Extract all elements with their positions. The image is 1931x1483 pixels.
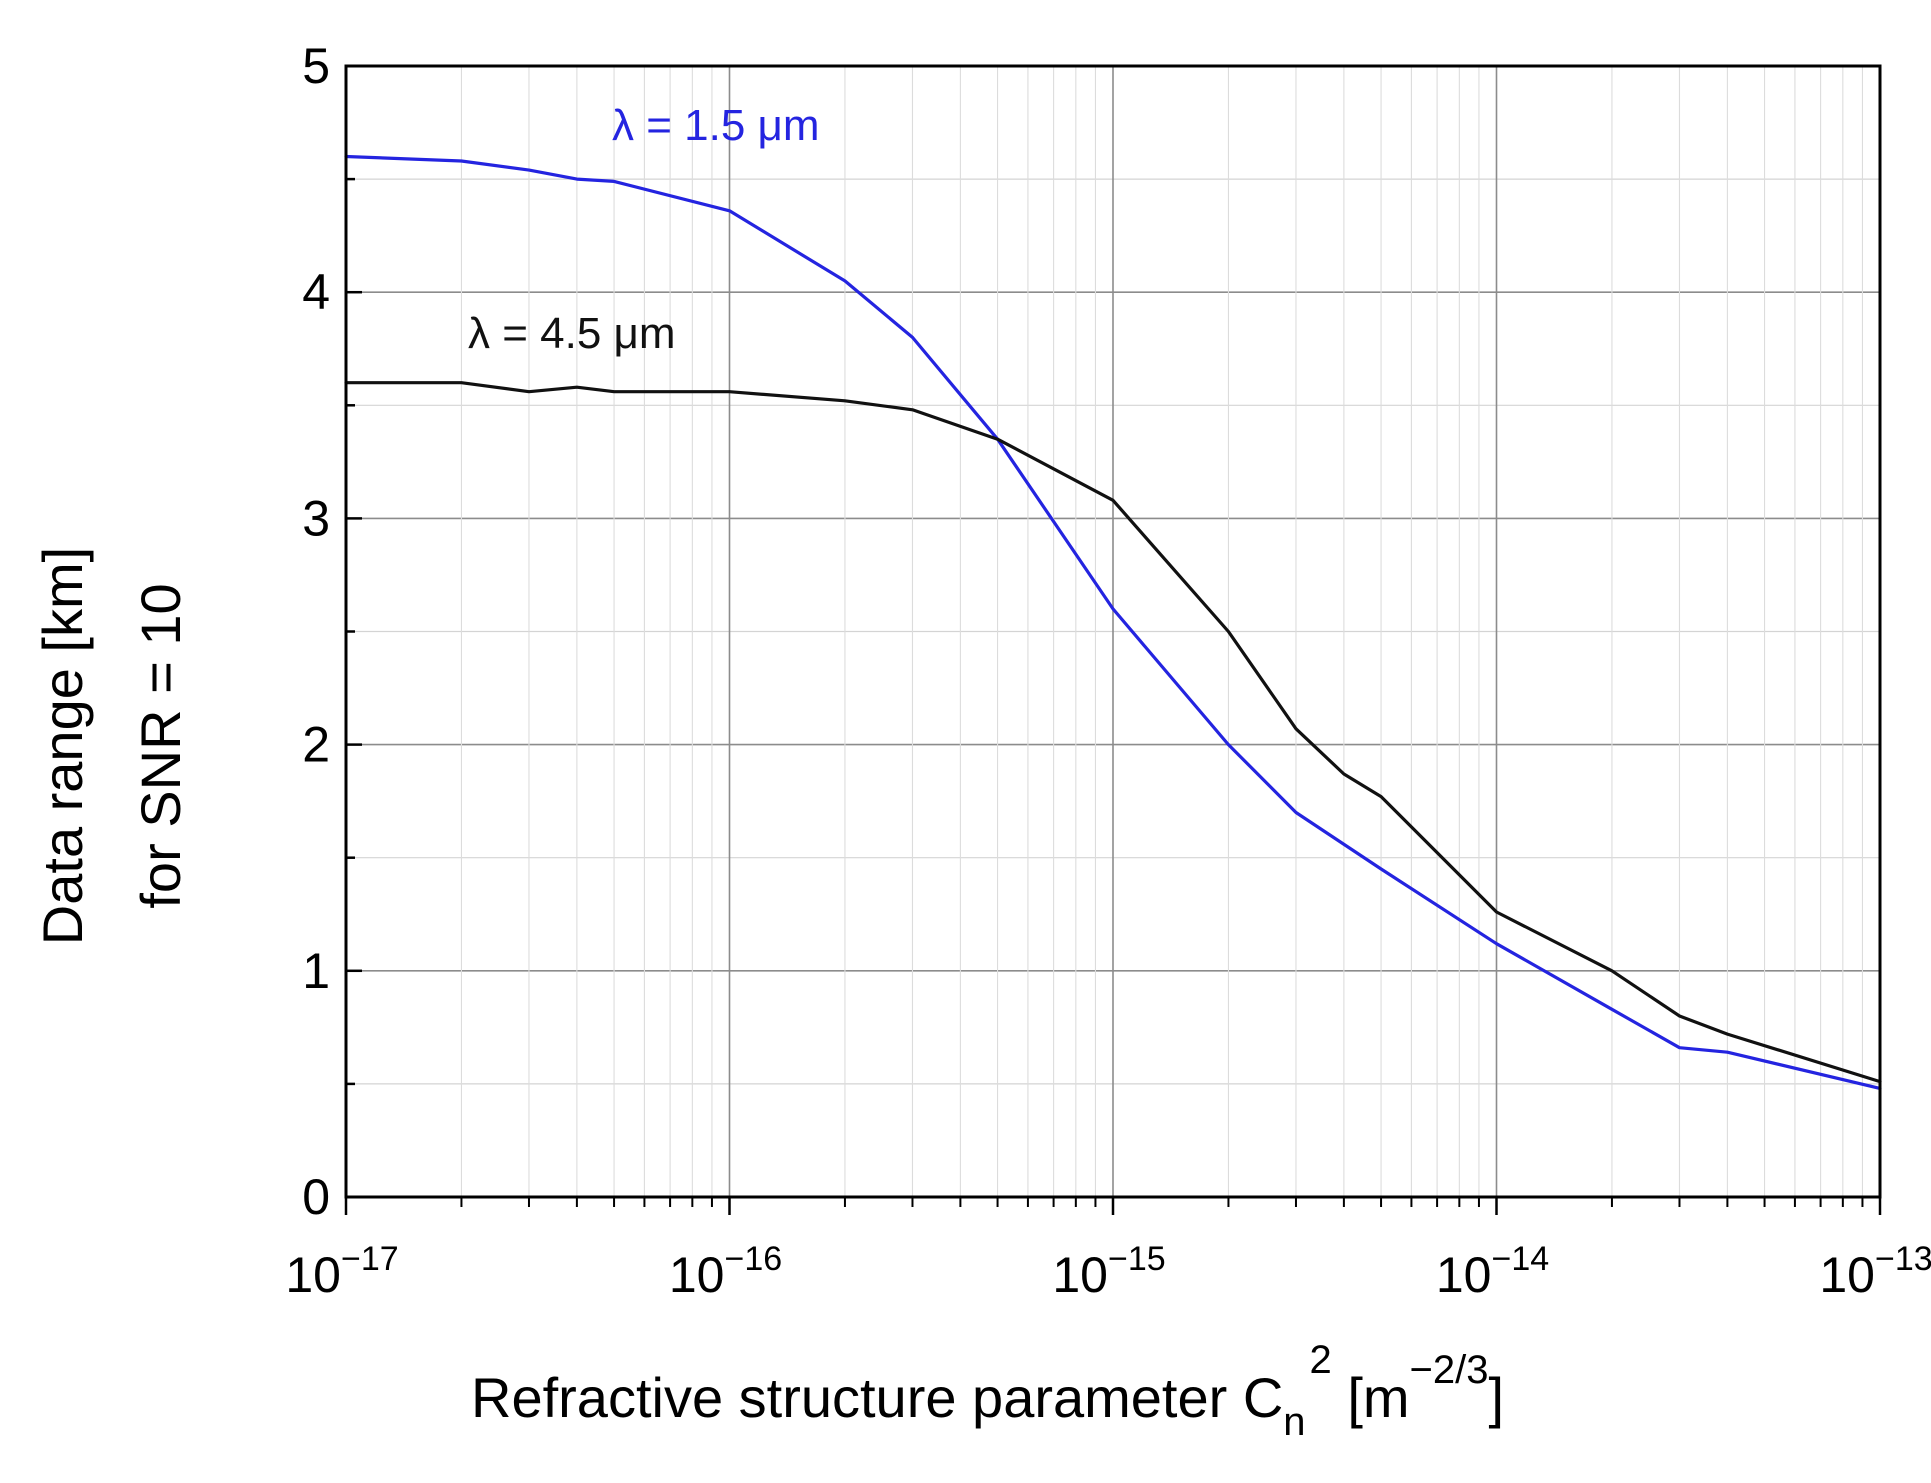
x-tick-label: 10−17 [285,1240,398,1303]
y-axis-title: Data range [km] for SNR = 10 [31,547,192,945]
x-tick-label-base: 10 [1819,1247,1875,1303]
x-tick-label-exponent: −14 [1491,1240,1549,1278]
y-tick-label: 5 [302,38,330,94]
x-axis-title-unit-open: [m [1332,1366,1410,1429]
x-tick-label-exponent: −17 [341,1240,399,1278]
x-tick-label-base: 10 [1052,1247,1108,1303]
x-tick-label-exponent: −16 [724,1240,782,1278]
x-axis-title-unit-close: ] [1489,1366,1505,1429]
x-tick-label: 10−14 [1436,1240,1549,1303]
x-tick-label-base: 10 [669,1247,725,1303]
x-tick-label-base: 10 [1436,1247,1492,1303]
series-line-1-5um [344,154,1882,1091]
x-tick-label-base: 10 [285,1247,341,1303]
series-label-4-5um: λ = 4.5 μm [468,309,676,358]
x-tick-labels: 10−17 10−16 10−15 10−14 10−13 [285,1240,1931,1303]
plot-frame [344,64,1882,1199]
y-tick-labels: 0 1 2 3 4 5 [302,38,330,1225]
x-axis-title: Refractive structure parameter Cn2 [m−2/… [471,1338,1504,1444]
ticks [344,64,1882,1215]
y-axis-title-line2: for SNR = 10 [129,583,192,908]
series-label-1-5um: λ = 1.5 μm [612,101,820,150]
series-layer [344,154,1882,1091]
y-tick-label: 4 [302,264,330,320]
x-axis-title-unit-exponent: −2/3 [1410,1348,1489,1392]
x-tick-label-exponent: −13 [1875,1240,1931,1278]
x-axis-title-subscript: n [1283,1400,1305,1444]
x-axis-title-superscript: 2 [1310,1338,1332,1382]
series-line-4-5um [344,381,1882,1084]
x-tick-label-exponent: −15 [1108,1240,1166,1278]
x-tick-label: 10−13 [1819,1240,1931,1303]
y-tick-label: 1 [302,943,330,999]
x-axis-title-main: Refractive structure parameter C [471,1366,1283,1429]
x-tick-label: 10−16 [669,1240,782,1303]
y-tick-label: 0 [302,1169,330,1225]
y-tick-label: 3 [302,490,330,546]
x-tick-label: 10−15 [1052,1240,1165,1303]
y-axis-title-line1: Data range [km] [31,547,94,945]
y-tick-label: 2 [302,717,330,773]
